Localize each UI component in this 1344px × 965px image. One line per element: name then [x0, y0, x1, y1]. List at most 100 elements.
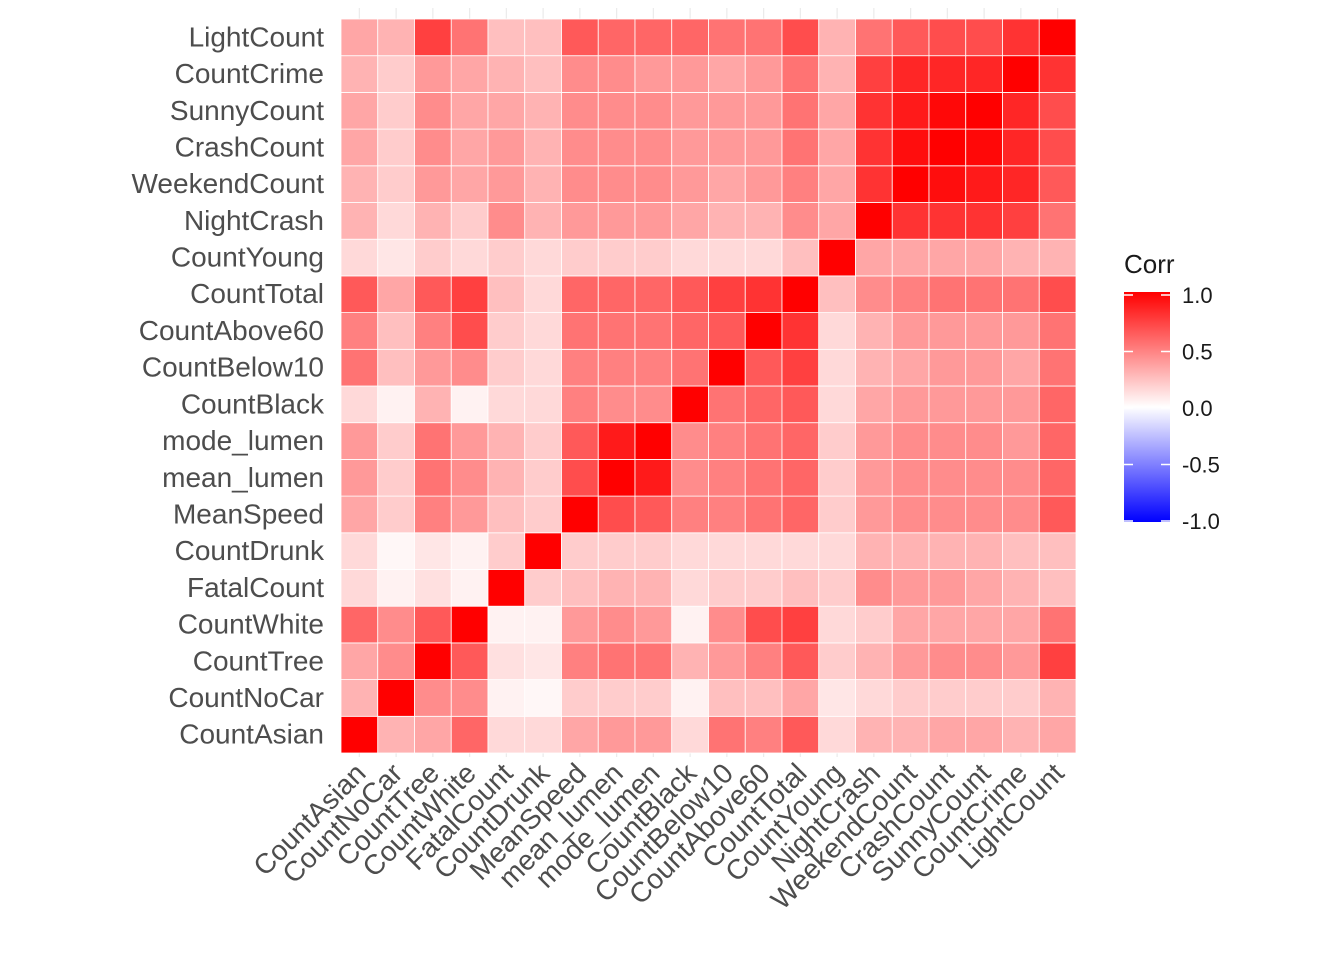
heatmap-cell-mode_lumen-CountAsian: [340, 422, 379, 460]
heatmap-cell-CountBlack-CountTree: [414, 385, 452, 424]
heatmap-cell-CountNoCar-CountTree: [414, 679, 452, 717]
heatmap-cell-mode_lumen-CountCrime: [1002, 422, 1040, 460]
heatmap-cell-CountYoung-WeekendCount: [891, 238, 930, 277]
heatmap-cell-LightCount-FatalCount: [487, 18, 526, 57]
legend-ticks: 1.0 0.5 0.0 -0.5 -1.0: [1124, 283, 1220, 534]
heatmap-cell-CountCrime-CountDrunk: [524, 55, 562, 93]
heatmap-cell-CountAsian-CountBlack: [671, 715, 709, 754]
heatmap-cell-mean_lumen-CountBelow10: [708, 458, 746, 497]
y-tick-label: NightCrash: [184, 205, 324, 236]
heatmap-cell-CountNoCar-WeekendCount: [891, 679, 930, 717]
heatmap-cell-mean_lumen-mode_lumen: [634, 458, 673, 497]
heatmap-cell-FatalCount-CountWhite: [450, 569, 489, 607]
heatmap-cell-CountAsian-CountCrime: [1002, 715, 1040, 754]
heatmap-cell-mode_lumen-LightCount: [1038, 422, 1077, 460]
heatmap-cell-CountDrunk-mode_lumen: [634, 532, 673, 570]
heatmap-cell-MeanSpeed-CountYoung: [818, 495, 856, 534]
heatmap-cell-MeanSpeed-LightCount: [1038, 495, 1077, 534]
heatmap-cell-SunnyCount-CountAbove60: [744, 92, 783, 130]
heatmap-cell-CountTotal-mean_lumen: [597, 275, 636, 313]
heatmap-cell-CountYoung-FatalCount: [487, 238, 526, 277]
heatmap-cell-CountYoung-CountDrunk: [524, 238, 562, 277]
heatmap-cell-FatalCount-CountYoung: [818, 569, 856, 607]
heatmap-cell-CrashCount-CountCrime: [1002, 128, 1040, 167]
heatmap-cell-CountYoung-CountWhite: [450, 238, 489, 277]
heatmap-cell-MeanSpeed-CountTotal: [781, 495, 820, 534]
legend-tick-label: 1.0: [1182, 283, 1213, 308]
heatmap-cell-mean_lumen-CountBlack: [671, 458, 709, 497]
heatmap-cell-CountTotal-WeekendCount: [891, 275, 930, 313]
heatmap-cell-NightCrash-LightCount: [1038, 202, 1077, 240]
heatmap-cell-CountBelow10-CountNoCar: [377, 348, 415, 387]
heatmap-cell-CrashCount-SunnyCount: [965, 128, 1003, 167]
heatmap-cell-NightCrash-mean_lumen: [597, 202, 636, 240]
heatmap-cell-CountAbove60-CountBlack: [671, 312, 709, 350]
heatmap-cell-SunnyCount-mean_lumen: [597, 92, 636, 130]
heatmap-cell-MeanSpeed-mode_lumen: [634, 495, 673, 534]
heatmap-cell-CountWhite-CountCrime: [1002, 605, 1040, 644]
heatmap-cell-CountBelow10-CrashCount: [928, 348, 967, 387]
heatmap-cell-CountYoung-CrashCount: [928, 238, 967, 277]
heatmap-cell-LightCount-LightCount: [1038, 18, 1077, 57]
heatmap-cell-CountTotal-CountTree: [414, 275, 452, 313]
heatmap-cell-FatalCount-CountBelow10: [708, 569, 746, 607]
heatmap-cell-CountBlack-CountYoung: [818, 385, 856, 424]
heatmap-cell-CountBelow10-mean_lumen: [597, 348, 636, 387]
heatmap-cell-CountDrunk-CountBelow10: [708, 532, 746, 570]
legend-tick-label: 0.0: [1182, 396, 1213, 421]
heatmap-cell-CountBelow10-LightCount: [1038, 348, 1077, 387]
legend-tick-label: -1.0: [1182, 509, 1220, 534]
heatmap-cell-SunnyCount-CountCrime: [1002, 92, 1040, 130]
heatmap-cell-NightCrash-CountTotal: [781, 202, 820, 240]
heatmap-cell-mean_lumen-MeanSpeed: [561, 458, 599, 497]
heatmap-cell-LightCount-CountTree: [414, 18, 452, 57]
heatmap-cell-CountYoung-NightCrash: [855, 238, 893, 277]
heatmap-cell-CountYoung-mean_lumen: [597, 238, 636, 277]
heatmap-cell-CountAbove60-CountDrunk: [524, 312, 562, 350]
y-tick-label: CountTree: [193, 645, 324, 676]
heatmap-cell-LightCount-CountBelow10: [708, 18, 746, 57]
heatmap-cell-MeanSpeed-WeekendCount: [891, 495, 930, 534]
heatmap-cell-NightCrash-CountAsian: [340, 202, 379, 240]
heatmap-cell-CountAbove60-CountTree: [414, 312, 452, 350]
heatmap-cell-CountTree-mode_lumen: [634, 642, 673, 681]
y-axis-tick-labels: CountAsian CountNoCar CountTree CountWhite F…: [132, 21, 326, 749]
heatmap-cell-CountCrime-CountAsian: [340, 55, 379, 93]
heatmap-cell-SunnyCount-FatalCount: [487, 92, 526, 130]
heatmap-cell-CountCrime-CrashCount: [928, 55, 967, 93]
heatmap-cell-CountTotal-LightCount: [1038, 275, 1077, 313]
heatmap-cell-MeanSpeed-CountDrunk: [524, 495, 562, 534]
heatmap-cell-FatalCount-LightCount: [1038, 569, 1077, 607]
heatmap-cell-CountAsian-CountWhite: [450, 715, 489, 754]
y-tick-label: WeekendCount: [132, 168, 325, 199]
heatmap-cell-CountYoung-CountYoung: [818, 238, 856, 277]
heatmap-cell-CountTree-FatalCount: [487, 642, 526, 681]
heatmap-cell-mode_lumen-CountWhite: [450, 422, 489, 460]
heatmap-cell-NightCrash-CountBlack: [671, 202, 709, 240]
heatmap-cell-CountBlack-LightCount: [1038, 385, 1077, 424]
heatmap-cell-mode_lumen-mean_lumen: [597, 422, 636, 460]
heatmap-cell-mean_lumen-CountCrime: [1002, 458, 1040, 497]
heatmap-cell-FatalCount-CountDrunk: [524, 569, 562, 607]
heatmap-cell-mode_lumen-MeanSpeed: [561, 422, 599, 460]
heatmap-cell-CountWhite-WeekendCount: [891, 605, 930, 644]
y-tick-label: mean_lumen: [162, 462, 324, 493]
heatmap-cell-CountTotal-CountBlack: [671, 275, 709, 313]
y-tick-label: CountCrime: [175, 58, 324, 89]
heatmap-cell-SunnyCount-CountBelow10: [708, 92, 746, 130]
heatmap-cell-CountTotal-FatalCount: [487, 275, 526, 313]
heatmap-cell-NightCrash-CountTree: [414, 202, 452, 240]
heatmap-cell-MeanSpeed-CountAsian: [340, 495, 379, 534]
heatmap-cell-CountDrunk-CrashCount: [928, 532, 967, 570]
heatmap-cell-CountDrunk-CountDrunk: [524, 532, 562, 570]
heatmap-cell-mode_lumen-SunnyCount: [965, 422, 1003, 460]
heatmap-cell-CountAbove60-CountTotal: [781, 312, 820, 350]
heatmap-cell-CountCrime-SunnyCount: [965, 55, 1003, 93]
heatmap-cell-CountAbove60-mean_lumen: [597, 312, 636, 350]
heatmap-cell-CrashCount-CrashCount: [928, 128, 967, 167]
heatmap-cell-WeekendCount-WeekendCount: [891, 165, 930, 203]
heatmap-cell-MeanSpeed-CountAbove60: [744, 495, 783, 534]
heatmap-cell-CountWhite-NightCrash: [855, 605, 893, 644]
heatmap-cell-WeekendCount-mean_lumen: [597, 165, 636, 203]
